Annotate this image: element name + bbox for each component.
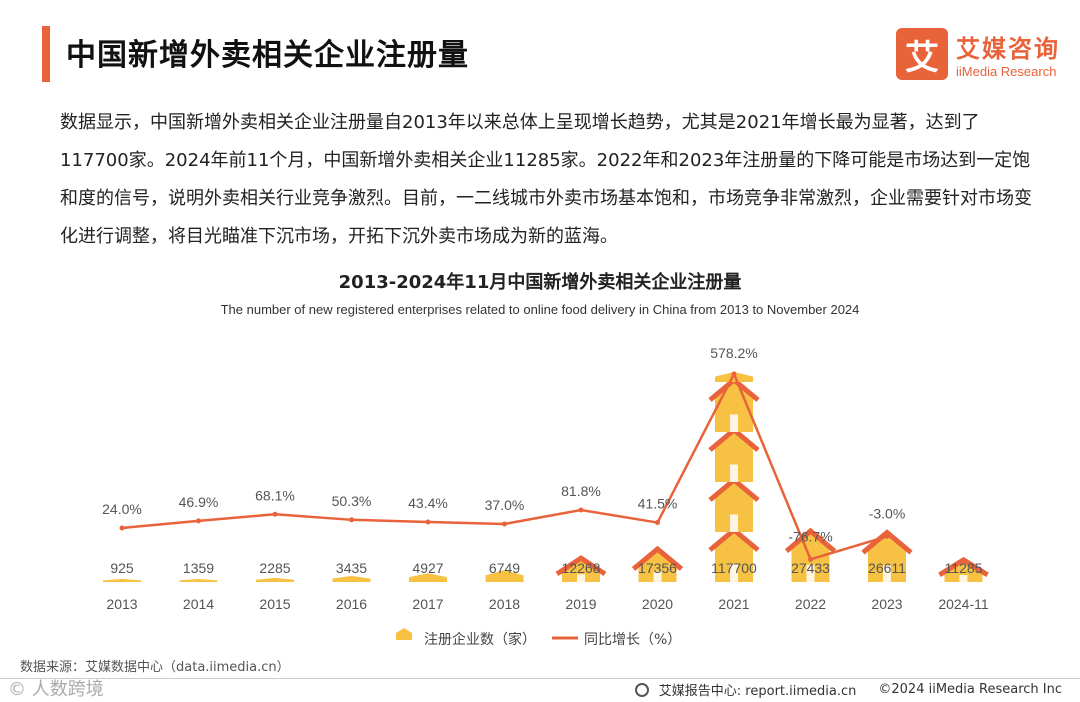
x-tick-label: 2019 bbox=[565, 596, 596, 612]
growth-label: 578.2% bbox=[710, 345, 757, 361]
growth-point bbox=[196, 518, 201, 524]
legend bbox=[396, 628, 412, 640]
x-tick-label: 2017 bbox=[412, 596, 443, 612]
growth-label: 68.1% bbox=[255, 487, 295, 503]
bar-value-label: 6749 bbox=[489, 560, 520, 576]
x-tick-label: 2020 bbox=[642, 596, 673, 612]
growth-point bbox=[272, 511, 278, 517]
growth-label: 50.3% bbox=[332, 493, 372, 509]
bar-value-label: 925 bbox=[110, 560, 134, 576]
report-center-link[interactable]: 艾媒报告中心: report.iimedia.cn bbox=[658, 684, 857, 699]
growth-label: 37.0% bbox=[485, 497, 525, 513]
growth-point bbox=[578, 507, 584, 513]
growth-point bbox=[349, 517, 354, 523]
x-tick-label: 2014 bbox=[183, 596, 214, 612]
growth-label: -3.0% bbox=[869, 505, 906, 521]
footer-divider bbox=[0, 678, 1080, 679]
bar-value-label: 26611 bbox=[868, 560, 906, 576]
legend-bar-label: 注册企业数（家） bbox=[424, 631, 536, 648]
bar-2014 bbox=[179, 579, 218, 582]
bar-2020 bbox=[631, 545, 684, 582]
growth-label: 81.8% bbox=[561, 483, 601, 499]
growth-line bbox=[121, 371, 888, 561]
watermark: © 人数跨境 bbox=[8, 679, 104, 700]
growth-label: 46.9% bbox=[179, 494, 219, 510]
x-tick-label: 2018 bbox=[489, 596, 520, 612]
chart-subtitle: The number of new registered enterprises… bbox=[220, 302, 860, 317]
bar-value-label: 11285 bbox=[945, 560, 983, 576]
bar-value-label: 1359 bbox=[183, 560, 214, 576]
growth-point bbox=[425, 519, 431, 525]
data-source: 数据来源：艾媒数据中心（data.iimedia.cn） bbox=[20, 660, 290, 675]
legend-line-label: 同比增长（%） bbox=[584, 632, 681, 648]
bar-value-label: 4927 bbox=[412, 560, 443, 576]
bar-2016 bbox=[332, 575, 371, 582]
x-tick-label: 2016 bbox=[336, 596, 367, 612]
growth-label: 24.0% bbox=[102, 501, 142, 517]
bar-value-label: 2285 bbox=[259, 560, 290, 576]
legend-bar-icon bbox=[396, 628, 412, 640]
brand-name-en: iiMedia Research bbox=[956, 64, 1057, 79]
bar-value-label: 27433 bbox=[791, 560, 830, 576]
x-tick-label: 2021 bbox=[718, 596, 749, 612]
bar-2021 bbox=[708, 372, 760, 582]
brand-text: 艾媒咨询 iiMedia Research bbox=[956, 29, 1060, 79]
bar-value-label: 3435 bbox=[336, 560, 367, 576]
growth-point bbox=[655, 520, 660, 526]
bar-2019 bbox=[555, 555, 607, 582]
title-accent-bar bbox=[42, 26, 50, 82]
bar-value-label: 12268 bbox=[562, 560, 601, 576]
copyright: ©2024 iiMedia Research Inc bbox=[878, 682, 1062, 697]
x-tick-label: 2013 bbox=[106, 596, 137, 612]
page-title: 中国新增外卖相关企业注册量 bbox=[66, 38, 469, 73]
bar-2015 bbox=[256, 577, 294, 582]
bar-2018 bbox=[485, 569, 524, 582]
growth-point bbox=[502, 521, 507, 527]
x-tick-label: 2024-11 bbox=[938, 596, 989, 612]
bar-2017 bbox=[409, 573, 447, 582]
bar-2013 bbox=[103, 579, 141, 582]
report-center-icon bbox=[634, 682, 649, 697]
description-paragraph: 数据显示，中国新增外卖相关企业注册量自2013年以来总体上呈现增长趋势，尤其是2… bbox=[60, 112, 1032, 247]
growth-label: 43.4% bbox=[408, 495, 448, 511]
brand-name-cn: 艾媒咨询 bbox=[956, 35, 1060, 63]
bar-value-label: 17356 bbox=[638, 560, 677, 576]
x-tick-label: 2022 bbox=[795, 596, 826, 612]
bar-2024-11 bbox=[938, 556, 989, 582]
x-tick-label: 2023 bbox=[871, 596, 902, 612]
growth-point bbox=[731, 371, 737, 377]
brand: 艾 艾媒咨询 iiMedia Research bbox=[896, 26, 1060, 82]
footer: 艾媒报告中心: report.iimedia.cn ©2024 iiMedia … bbox=[634, 680, 1062, 699]
growth-point bbox=[808, 556, 813, 562]
growth-point bbox=[119, 525, 125, 531]
bar-2023 bbox=[861, 529, 913, 582]
chart-title: 2013-2024年11月中国新增外卖相关企业注册量 bbox=[338, 272, 742, 293]
growth-label: 41.5% bbox=[638, 496, 678, 512]
bar-value-label: 117700 bbox=[711, 560, 757, 576]
x-tick-label: 2015 bbox=[259, 596, 290, 612]
growth-point bbox=[884, 533, 890, 539]
growth-label: -76.7% bbox=[788, 528, 832, 544]
brand-logo-icon: 艾 bbox=[896, 28, 948, 80]
chart: 925 1359 2285 3435 4927 6749 12268 17356 117700 2… bbox=[102, 345, 989, 648]
